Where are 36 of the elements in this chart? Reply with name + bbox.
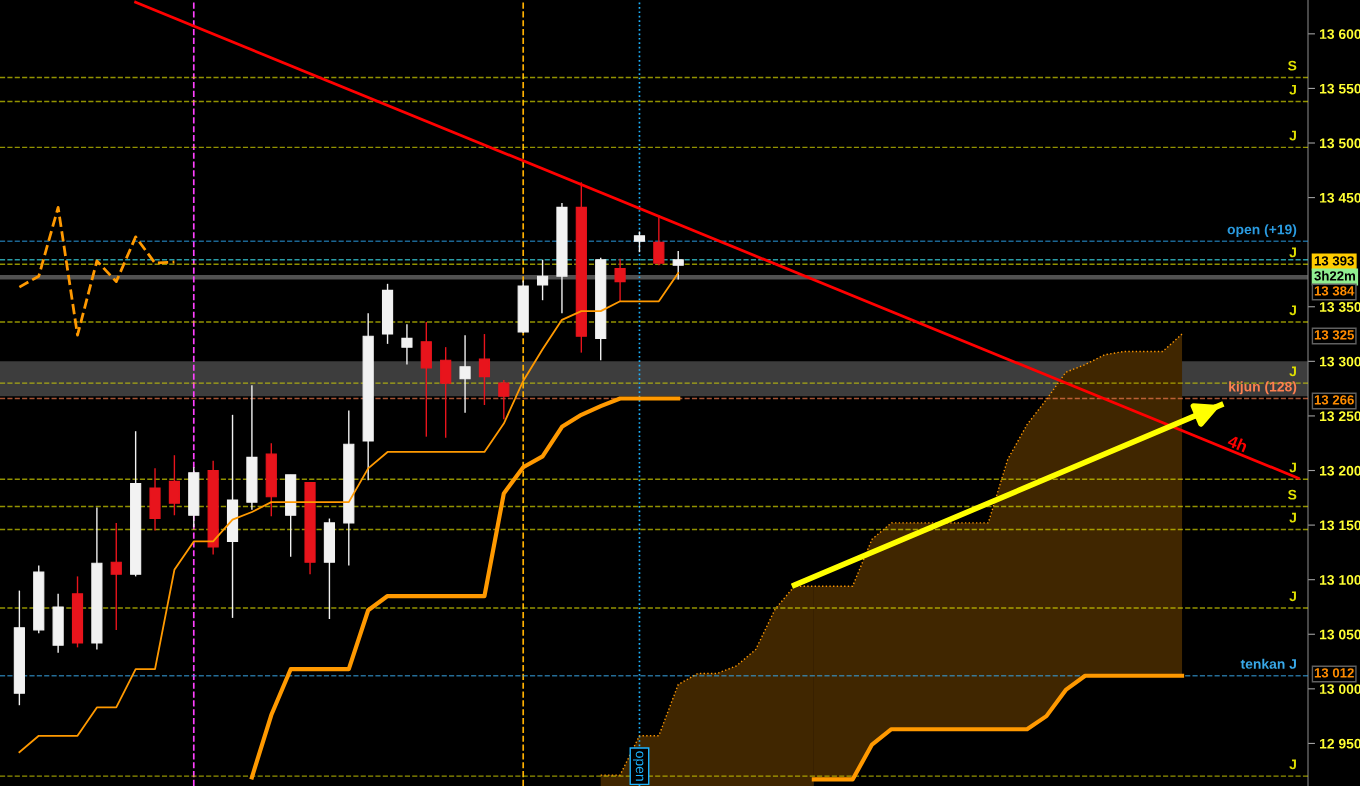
- candlestick: [478, 333, 491, 406]
- line-series: [249, 396, 681, 780]
- ref-line-label: J: [1289, 130, 1296, 141]
- ref-line-label: J: [1289, 591, 1296, 602]
- candlestick: [614, 258, 626, 302]
- ref-line-label: J: [1289, 512, 1296, 523]
- ref-line-label: J: [1289, 366, 1296, 377]
- ref-line-label: open (+19): [1227, 224, 1297, 238]
- candlestick: [168, 454, 180, 516]
- ref-line-label: J: [1289, 247, 1296, 258]
- text: 13 325: [1314, 330, 1354, 340]
- candlestick: [536, 259, 549, 301]
- candlestick: [498, 379, 510, 420]
- text: 4h: [1226, 434, 1249, 453]
- ref-line-label: J: [1289, 305, 1296, 316]
- text: 13 384: [1314, 286, 1355, 296]
- candlestick: [459, 334, 471, 414]
- candlestick: [110, 522, 122, 631]
- text: 13 012: [1314, 668, 1354, 678]
- line-series: [17, 206, 176, 337]
- annotation: open: [632, 751, 644, 781]
- text: 3h22m: [1314, 270, 1355, 281]
- line-series: [811, 673, 1185, 782]
- ref-line-label: J: [1289, 759, 1296, 770]
- candlestick: [401, 323, 413, 366]
- ref-line-label: kijun (128): [1229, 381, 1297, 395]
- candlestick: [440, 346, 452, 439]
- ref-line-label: J: [1289, 462, 1296, 473]
- text: 13 393: [1314, 256, 1354, 266]
- text: 13 266: [1314, 395, 1354, 405]
- ref-line-label: S: [1288, 60, 1297, 71]
- ref-line-label: J: [1289, 84, 1296, 95]
- candlestick: [672, 250, 684, 281]
- candlestick: [633, 230, 646, 253]
- ref-line-label: tenkan J: [1240, 658, 1296, 669]
- ref-line-label: S: [1288, 489, 1297, 500]
